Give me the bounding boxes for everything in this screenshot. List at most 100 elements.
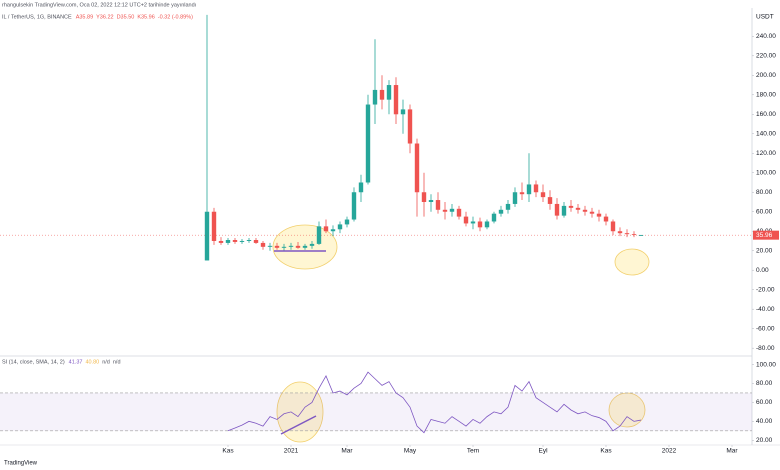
x-tick-label: May (404, 448, 417, 455)
candle-body (575, 207, 581, 210)
candle-body (624, 233, 630, 235)
x-tick-label: 2021 (284, 448, 299, 455)
candle-body (253, 240, 259, 243)
candle-body (372, 89, 378, 105)
candle-body (365, 104, 371, 183)
candle-body (379, 89, 385, 100)
candle-body (470, 221, 476, 224)
unit-label: USDT (756, 14, 774, 21)
candle-body (491, 213, 497, 222)
y-tick-label: 20.00 (756, 437, 773, 444)
highlight (276, 381, 324, 443)
y-tick-label: -40.00 (756, 306, 775, 313)
y-tick-label: 100.00 (756, 361, 776, 368)
indicator-title: SI (14, close, SMA, 14, 2) (2, 359, 65, 365)
candle-body (554, 203, 560, 216)
y-tick-label: 160.00 (756, 111, 776, 118)
candle-body (582, 209, 588, 212)
y-tick-label: 200.00 (756, 72, 776, 79)
candle-body (246, 240, 252, 241)
indicator-readout: 41.37 40.80 n/d n/d (69, 359, 121, 365)
y-tick-label: 0.00 (756, 267, 769, 274)
candle-body (232, 240, 238, 242)
candle-body (512, 192, 518, 204)
rsi-line (227, 371, 642, 434)
candle-body (351, 192, 357, 220)
y-tick-label: 60.00 (756, 208, 773, 215)
x-tick-label: 2022 (662, 448, 677, 455)
symbol: IL / TetherUS, 1G, BINANCE (2, 14, 72, 20)
candle-body (435, 200, 441, 210)
candle-body (323, 226, 329, 232)
candle-body (540, 192, 546, 198)
y-tick-label: -60.00 (756, 325, 775, 332)
candle-body (631, 234, 637, 235)
y-tick-label: 60.00 (756, 399, 773, 406)
candle-body (386, 85, 392, 100)
candle-body (393, 85, 399, 115)
y-tick-label: 140.00 (756, 130, 776, 137)
candle-body (316, 226, 322, 244)
y-tick-label: -80.00 (756, 345, 775, 352)
y-tick-label: 180.00 (756, 92, 776, 99)
ohlc-value: A35.89 (76, 14, 93, 20)
y-tick-label: 80.00 (756, 380, 773, 387)
candle-body (484, 221, 490, 228)
candle-body (204, 211, 210, 261)
y-tick-label: 40.00 (756, 418, 773, 425)
candle-body (358, 182, 364, 193)
y-tick-label: 240.00 (756, 33, 776, 40)
band (0, 392, 752, 431)
candle-body (225, 240, 231, 243)
candle-body (421, 192, 427, 202)
candle-body (568, 205, 574, 208)
candle-body (533, 184, 539, 193)
candle-body (547, 197, 553, 204)
y-tick-label: 20.00 (756, 247, 773, 254)
y-tick-label: 120.00 (756, 150, 776, 157)
indicator-value: n/d (102, 359, 110, 365)
ohlc-readout: A35.89 Y36.22 D35.50 K35.96 -0.32 (-0.89%) (76, 14, 193, 20)
candle-body (610, 221, 616, 232)
candle-body (211, 211, 217, 241)
y-tick-label: 220.00 (756, 53, 776, 60)
candle-body (519, 192, 525, 195)
candle-body (526, 184, 532, 195)
trend-line (280, 415, 317, 435)
candle-body (302, 245, 308, 248)
x-tick-label: Tem (467, 448, 479, 455)
candle-body (274, 245, 280, 248)
ohlc-value: D35.50 (117, 14, 135, 20)
candle-body (260, 242, 266, 247)
candle-body (456, 208, 462, 217)
ohlc-value: -0.32 (-0.89%) (158, 14, 193, 20)
candle-body (505, 203, 511, 210)
candle-body (589, 211, 595, 214)
candle-body (561, 205, 567, 216)
highlight (614, 248, 650, 276)
x-tick-label: Mar (341, 448, 353, 455)
candle-body (309, 243, 315, 246)
candle-body (344, 219, 350, 225)
candle-body (638, 235, 644, 236)
publisher: rhangulsekin TradingView.com, Oca 02, 20… (2, 2, 196, 8)
ohlc-value: Y36.22 (96, 14, 113, 20)
candle-body (617, 231, 623, 234)
candle-body (603, 216, 609, 222)
candle-body (281, 246, 287, 248)
indicator-value: n/d (113, 359, 121, 365)
x-tick-label: Eyl (538, 448, 548, 455)
ohlc-value: K35.96 (137, 14, 154, 20)
candle-body (218, 240, 224, 243)
candle-body (498, 209, 504, 214)
candle-body (463, 216, 469, 224)
y-tick-label: 80.00 (756, 189, 773, 196)
candle-body (288, 245, 294, 247)
x-tick-label: Kas (222, 448, 234, 455)
candle-body (414, 143, 420, 193)
last-price-tag (753, 230, 779, 240)
last-price-label: 35.96 (756, 232, 773, 239)
candle-body (267, 245, 273, 247)
